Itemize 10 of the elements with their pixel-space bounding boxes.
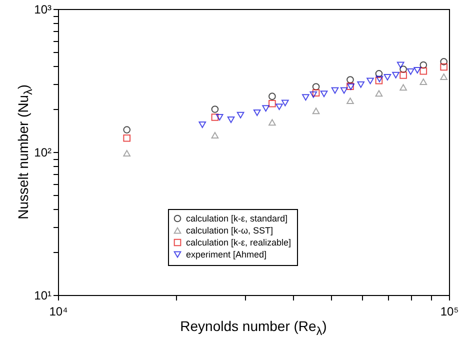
legend-label: calculation [k-ε, realizable] (186, 238, 292, 248)
legend-label: experiment [Ahmed] (186, 250, 267, 260)
legend-label: calculation [k-ω, SST] (186, 226, 274, 236)
y-tick-label: 10³ (34, 2, 52, 16)
x-axis-title: Reynolds number (Re$_{λ}$) (179, 318, 328, 338)
x-tick-label: 10⁵ (440, 304, 459, 318)
y-tick-label: 10¹ (34, 288, 52, 302)
y-tick-label: 10² (34, 146, 52, 160)
legend-label: calculation [k-ε, standard] (186, 214, 288, 224)
x-tick-label: 10⁴ (49, 304, 68, 318)
